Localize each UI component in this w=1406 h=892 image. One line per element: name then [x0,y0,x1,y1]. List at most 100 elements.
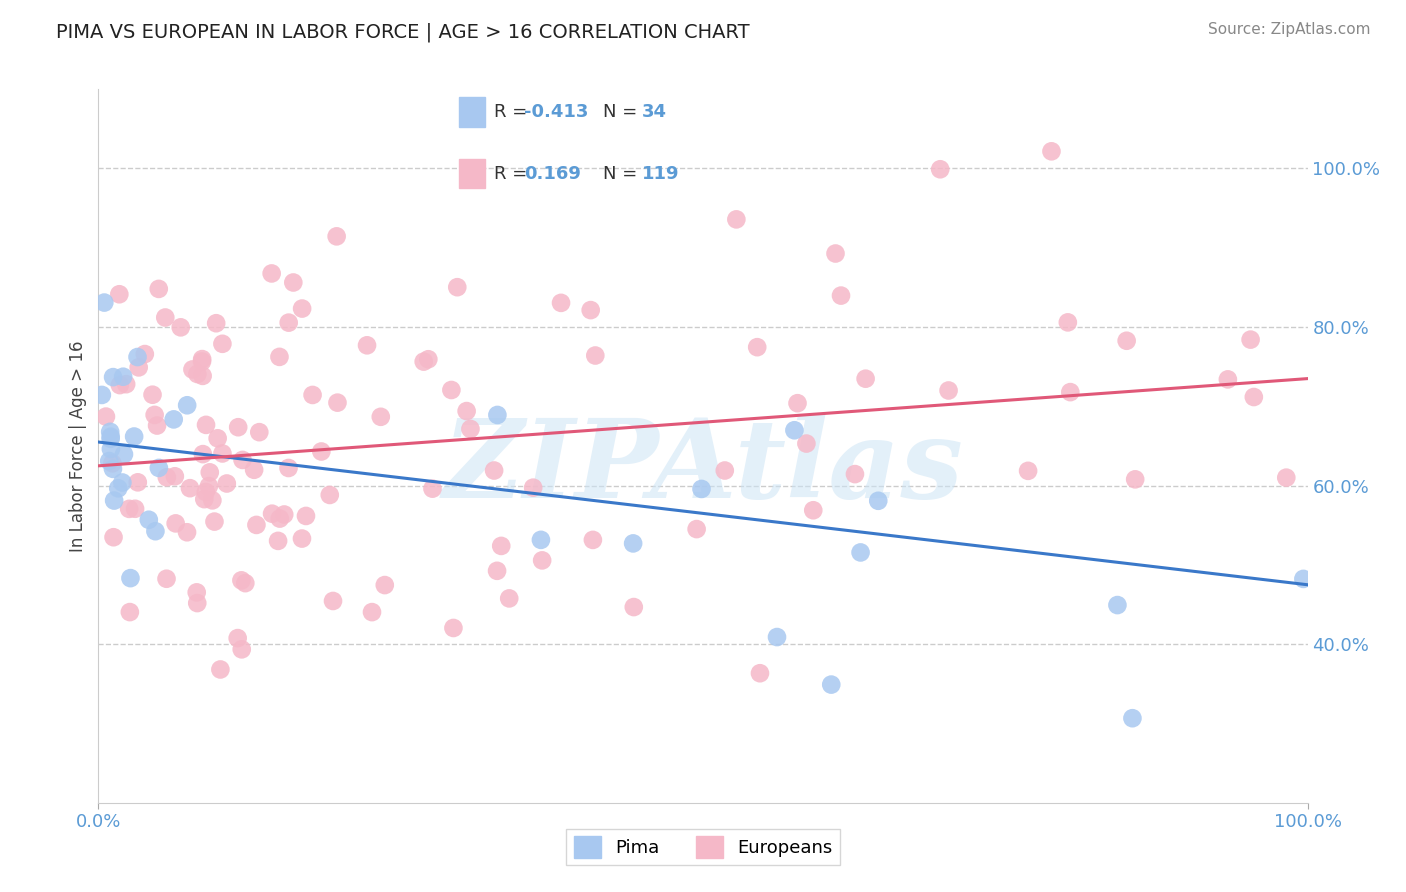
Point [243,463,266,477]
Point [209,663,232,677]
Point [191,354,214,368]
Point [118,501,141,516]
Point [868,493,890,508]
Point [128,360,150,375]
Point [181,362,204,376]
Point [90,388,112,402]
Point [101,370,124,384]
Point [100,432,122,446]
Point [766,630,789,644]
Point [245,517,267,532]
Text: Source: ZipAtlas.com: Source: ZipAtlas.com [1208,22,1371,37]
Point [319,488,342,502]
Point [498,591,520,606]
Point [582,533,605,547]
Point [155,310,177,325]
Point [583,349,606,363]
Point [143,408,166,422]
Point [1059,385,1081,400]
Point [111,475,134,490]
Point [1216,372,1239,386]
Point [1275,470,1298,484]
Point [148,461,170,475]
Point [98,454,121,468]
Point [322,594,344,608]
Point [370,409,392,424]
Point [531,553,554,567]
Point [269,350,291,364]
Point [231,642,253,657]
Point [134,347,156,361]
Point [108,378,131,392]
Point [749,666,772,681]
Point [311,444,333,458]
Point [100,430,122,444]
Point [456,404,478,418]
Point [211,446,233,460]
Point [460,422,482,436]
Text: ZIPAtlas: ZIPAtlas [443,414,963,521]
Point [356,338,378,352]
Point [122,429,145,443]
Point [176,525,198,540]
Point [247,425,270,439]
Point [163,412,186,426]
Point [165,516,187,531]
Point [138,513,160,527]
Point [1115,334,1137,348]
Point [446,280,468,294]
Point [295,508,318,523]
Point [277,461,299,475]
Point [215,476,238,491]
Point [191,352,214,367]
Text: 34: 34 [643,103,666,121]
Point [176,398,198,412]
Text: 119: 119 [643,165,679,183]
Point [260,267,283,281]
Point [1121,711,1143,725]
Point [269,511,291,525]
Point [107,481,129,495]
Point [621,536,644,550]
Point [103,493,125,508]
Point [198,479,221,493]
Point [291,301,314,316]
Point [148,282,170,296]
Point [211,336,233,351]
Point [1056,315,1078,329]
Point [226,631,249,645]
Text: -0.413: -0.413 [524,103,588,121]
Point [267,533,290,548]
Point [326,395,349,409]
Point [262,507,284,521]
Point [170,320,193,334]
Point [1123,472,1146,486]
Point [486,564,509,578]
Point [747,340,769,354]
Point [232,453,254,467]
Point [127,475,149,490]
Point [193,492,215,507]
Point [205,316,228,330]
Text: 0.169: 0.169 [524,165,581,183]
Point [145,524,167,539]
Point [820,677,842,691]
Point [440,383,463,397]
Point [198,466,221,480]
Point [489,539,512,553]
Point [108,287,131,301]
Point [830,288,852,302]
Text: N =: N = [603,165,638,183]
Point [301,388,323,402]
Point [115,377,138,392]
Point [623,600,645,615]
Point [486,408,509,422]
Point [855,372,877,386]
Point [938,384,960,398]
Point [194,485,217,500]
Point [112,447,135,461]
Point [725,212,748,227]
Point [1107,598,1129,612]
Legend: Pima, Europeans: Pima, Europeans [567,829,839,865]
Point [201,493,224,508]
